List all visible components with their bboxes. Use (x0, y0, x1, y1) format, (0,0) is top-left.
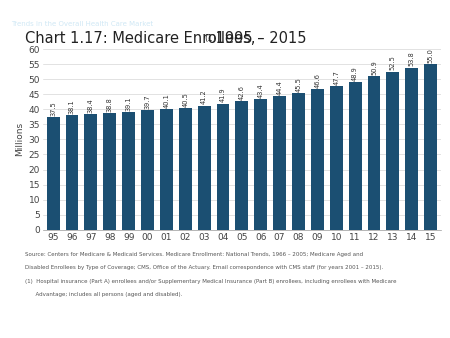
Text: 43.4: 43.4 (258, 83, 264, 98)
Bar (405, 68, 418, 230)
Text: (1): (1) (204, 34, 216, 43)
Text: 55.0: 55.0 (428, 48, 434, 63)
Text: 41.2: 41.2 (201, 90, 207, 104)
Bar (47, 117, 59, 230)
Bar (216, 103, 230, 230)
Bar (179, 108, 192, 230)
Bar (292, 93, 305, 230)
Bar (424, 64, 437, 230)
Bar (254, 99, 267, 230)
Text: Chart 1.17: Medicare Enrollees,: Chart 1.17: Medicare Enrollees, (25, 31, 255, 46)
Text: 38.1: 38.1 (69, 99, 75, 114)
Bar (349, 82, 361, 230)
Y-axis label: Millions: Millions (15, 122, 24, 156)
Text: Advantage; includes all persons (aged and disabled).: Advantage; includes all persons (aged an… (25, 292, 182, 297)
Text: 38.8: 38.8 (107, 97, 113, 112)
Text: 40.1: 40.1 (163, 93, 169, 108)
Bar (160, 109, 173, 230)
Text: 45.5: 45.5 (296, 77, 302, 92)
Text: 46.6: 46.6 (315, 73, 320, 88)
Text: 50.9: 50.9 (371, 61, 377, 75)
Bar (198, 106, 211, 230)
Bar (387, 72, 399, 230)
Text: (1)  Hospital insurance (Part A) enrollees and/or Supplementary Medical Insuranc: (1) Hospital insurance (Part A) enrollee… (25, 279, 396, 284)
Text: 38.4: 38.4 (88, 98, 94, 113)
Text: 1995 – 2015: 1995 – 2015 (211, 31, 306, 46)
Text: 39.1: 39.1 (126, 96, 132, 111)
Text: 39.7: 39.7 (144, 94, 150, 109)
Text: 40.5: 40.5 (182, 92, 188, 106)
Bar (273, 96, 286, 230)
Text: Trends in the Overall Health Care Market: Trends in the Overall Health Care Market (11, 21, 153, 27)
Text: 41.9: 41.9 (220, 88, 226, 102)
Bar (66, 115, 78, 230)
Bar (122, 112, 135, 230)
Bar (330, 86, 342, 230)
Bar (104, 113, 116, 230)
Text: 47.7: 47.7 (333, 70, 339, 85)
Text: TRENDWATCH CHARTBOOK 2016: TRENDWATCH CHARTBOOK 2016 (11, 9, 151, 19)
Text: 52.5: 52.5 (390, 55, 396, 70)
Bar (141, 110, 154, 230)
Text: 42.6: 42.6 (239, 86, 245, 100)
Text: Disabled Enrollees by Type of Coverage; CMS, Office of the Actuary. Email corres: Disabled Enrollees by Type of Coverage; … (25, 265, 383, 270)
Bar (368, 76, 380, 230)
Bar (235, 101, 248, 230)
Bar (311, 89, 324, 230)
Text: Source: Centers for Medicare & Medicaid Services. Medicare Enrollment: National : Source: Centers for Medicare & Medicaid … (25, 252, 363, 257)
Text: 53.8: 53.8 (409, 52, 415, 67)
Text: 48.9: 48.9 (352, 67, 358, 81)
Bar (85, 114, 97, 230)
Text: 44.4: 44.4 (277, 80, 283, 95)
Text: 37.5: 37.5 (50, 101, 56, 116)
